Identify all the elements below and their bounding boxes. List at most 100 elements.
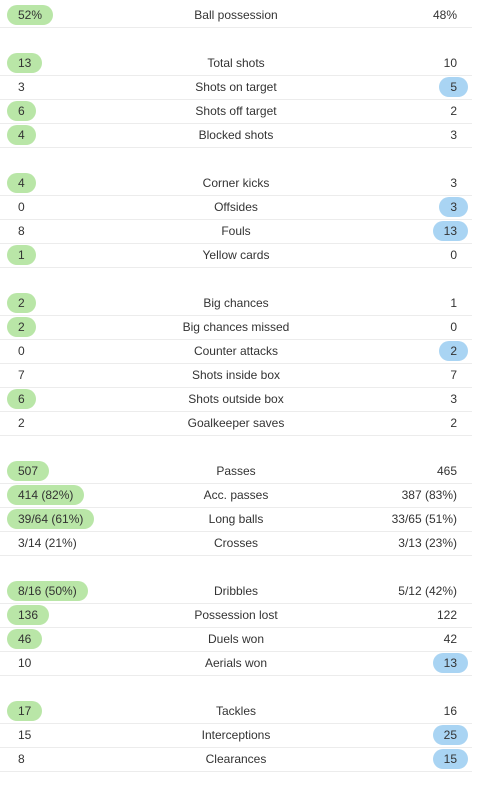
stat-row: Passes 507 465 [0, 460, 472, 484]
stat-row: Shots inside box 7 7 [0, 364, 472, 388]
stat-row: Fouls 8 13 [0, 220, 472, 244]
stats-group: Dribbles 8/16 (50%) 5/12 (42%) Possession l… [0, 580, 472, 676]
stat-row: Aerials won 10 13 [0, 652, 472, 676]
home-value: 8 [18, 224, 25, 238]
stat-label: Clearances [205, 752, 267, 766]
home-value: 3 [18, 80, 25, 94]
home-value: 10 [18, 656, 32, 670]
stat-label: Corner kicks [202, 176, 270, 190]
stat-label: Aerials won [204, 656, 268, 670]
stat-row: Possession lost 136 122 [0, 604, 472, 628]
stat-row: Long balls 39/64 (61%) 33/65 (51%) [0, 508, 472, 532]
home-value: 4 [7, 125, 36, 145]
stat-row: Offsides 0 3 [0, 196, 472, 220]
away-value: 7 [450, 368, 457, 382]
stat-label: Fouls [221, 224, 251, 238]
away-value: 3 [450, 128, 457, 142]
home-value: 17 [7, 701, 43, 721]
home-value: 1 [7, 245, 36, 265]
away-value: 0 [450, 320, 457, 334]
stat-label: Duels won [207, 632, 265, 646]
stat-row: Shots off target 6 2 [0, 100, 472, 124]
away-value: 5/12 (42%) [398, 584, 457, 598]
home-value: 13 [7, 53, 43, 73]
stat-label: Dribbles [213, 584, 258, 598]
stat-row: Yellow cards 1 0 [0, 244, 472, 268]
stat-label: Total shots [207, 56, 265, 70]
stat-row: Acc. passes 414 (82%) 387 (83%) [0, 484, 472, 508]
match-stats-page: { "colors": { "home_highlight": "#b9e6a7… [0, 5, 472, 772]
away-value: 15 [432, 749, 468, 769]
home-value: 8 [18, 752, 25, 766]
stat-label: Offsides [214, 200, 258, 214]
stat-row: Shots on target 3 5 [0, 76, 472, 100]
stats-group: Total shots 13 10 Shots on target 3 5 Shots of… [0, 52, 472, 148]
home-value: 0 [18, 344, 25, 358]
stat-row: Ball possession 52% 48% [0, 4, 472, 28]
stat-row: Corner kicks 4 3 [0, 172, 472, 196]
stat-row: Big chances missed 2 0 [0, 316, 472, 340]
away-value: 387 (83%) [401, 488, 457, 502]
stat-label: Possession lost [194, 608, 278, 622]
home-value: 0 [18, 200, 25, 214]
home-value: 6 [7, 101, 36, 121]
away-value: 13 [432, 653, 468, 673]
stat-label: Big chances missed [182, 320, 290, 334]
stats-group: Corner kicks 4 3 Offsides 0 3 Fouls 8 13 Yellow c… [0, 172, 472, 268]
home-value: 2 [7, 293, 36, 313]
stat-label: Shots outside box [188, 392, 284, 406]
stat-label: Yellow cards [202, 248, 270, 262]
home-value: 46 [7, 629, 43, 649]
stats-group: Tackles 17 16 Interceptions 15 25 Clearances 8 1… [0, 700, 472, 772]
stat-label: Tackles [215, 704, 256, 718]
stat-row: Dribbles 8/16 (50%) 5/12 (42%) [0, 580, 472, 604]
home-value: 2 [7, 317, 36, 337]
away-value: 3 [439, 197, 468, 217]
home-value: 7 [18, 368, 25, 382]
stat-label: Big chances [203, 296, 269, 310]
home-value: 136 [7, 605, 50, 625]
stat-row: Tackles 17 16 [0, 700, 472, 724]
away-value: 13 [432, 221, 468, 241]
stat-label: Ball possession [194, 8, 278, 22]
stat-row: Interceptions 15 25 [0, 724, 472, 748]
away-value: 33/65 (51%) [391, 512, 457, 526]
home-value: 4 [7, 173, 36, 193]
stat-label: Shots inside box [191, 368, 281, 382]
away-value: 42 [443, 632, 457, 646]
stat-label: Blocked shots [198, 128, 274, 142]
home-value: 15 [18, 728, 32, 742]
stat-row: Duels won 46 42 [0, 628, 472, 652]
home-value: 39/64 (61%) [7, 509, 95, 529]
stat-row: Counter attacks 0 2 [0, 340, 472, 364]
away-value: 122 [436, 608, 457, 622]
away-value: 10 [443, 56, 457, 70]
stat-row: Big chances 2 1 [0, 292, 472, 316]
away-value: 0 [450, 248, 457, 262]
home-value: 2 [18, 416, 25, 430]
away-value: 465 [436, 464, 457, 478]
stat-label: Crosses [213, 536, 258, 550]
away-value: 1 [450, 296, 457, 310]
away-value: 48% [432, 8, 457, 22]
stat-label: Shots off target [195, 104, 277, 118]
stats-group: Big chances 2 1 Big chances missed 2 0 Counter… [0, 292, 472, 436]
away-value: 3 [450, 176, 457, 190]
stats-list: Ball possession 52% 48% Total shots 13 10 Shot… [0, 4, 472, 796]
home-value: 8/16 (50%) [7, 581, 88, 601]
home-value: 414 (82%) [7, 485, 85, 505]
stats-group: Passes 507 465 Acc. passes 414 (82%) 387 (83%… [0, 460, 472, 556]
stat-row: Clearances 8 15 [0, 748, 472, 772]
stat-label: Passes [216, 464, 256, 478]
home-value: 6 [7, 389, 36, 409]
away-value: 25 [432, 725, 468, 745]
stat-row: Total shots 13 10 [0, 52, 472, 76]
stat-label: Shots on target [195, 80, 277, 94]
away-value: 5 [439, 77, 468, 97]
home-value: 52% [7, 5, 54, 25]
stat-label: Acc. passes [203, 488, 269, 502]
away-value: 3/13 (23%) [398, 536, 457, 550]
away-value: 2 [450, 416, 457, 430]
stat-row: Goalkeeper saves 2 2 [0, 412, 472, 436]
stat-row: Blocked shots 4 3 [0, 124, 472, 148]
